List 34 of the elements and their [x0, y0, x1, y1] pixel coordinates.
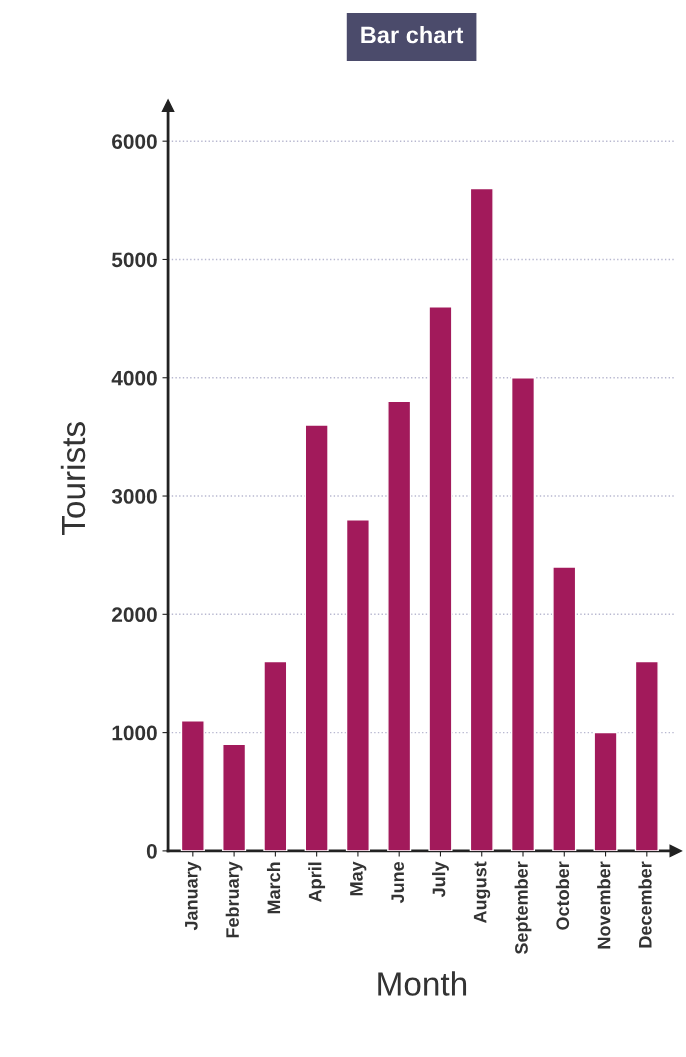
bar — [387, 400, 412, 851]
x-tick-label: July — [432, 861, 449, 898]
bar — [180, 720, 205, 851]
x-tick-label: November — [597, 861, 611, 949]
x-tick-label: January — [185, 861, 202, 931]
bar — [552, 566, 577, 851]
x-axis-title: Month — [378, 971, 467, 996]
bar — [428, 306, 453, 851]
y-tick-label: 6000 — [112, 134, 157, 149]
x-tick-label: September — [514, 861, 532, 955]
x-tick-label: May — [350, 861, 367, 896]
y-tick-label: 2000 — [112, 607, 157, 623]
y-tick-label: 5000 — [111, 252, 157, 268]
x-tick-label: December — [638, 861, 652, 948]
bar — [222, 743, 247, 851]
bar — [345, 518, 370, 851]
y-tick-label: 4000 — [111, 370, 157, 386]
bar — [510, 377, 536, 851]
x-tick-label: October — [555, 861, 570, 930]
bar — [469, 187, 494, 851]
bar — [634, 660, 659, 851]
y-tick-label: 0 — [146, 843, 157, 859]
x-tick-label: March — [266, 862, 281, 914]
y-tick-label: 1000 — [112, 725, 157, 741]
y-axis-title: Tourists — [60, 422, 86, 535]
x-tick-label: August — [473, 861, 491, 924]
x-tick-label: February — [225, 861, 243, 938]
y-tick-label: 3000 — [111, 489, 157, 504]
bar — [304, 424, 329, 851]
chart-title: Bar chart — [361, 25, 464, 44]
x-tick-label: April — [308, 862, 326, 902]
bar — [263, 660, 288, 851]
x-tick-label: June — [391, 861, 405, 904]
bar — [593, 731, 618, 851]
